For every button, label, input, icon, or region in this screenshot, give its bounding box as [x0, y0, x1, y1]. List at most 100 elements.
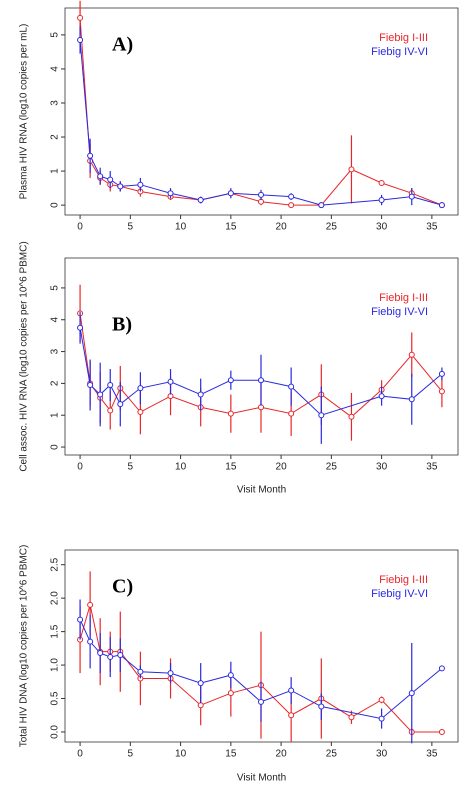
plot-frame — [64, 257, 459, 456]
data-point — [288, 202, 295, 209]
y-tick-label: 2 — [50, 134, 61, 140]
data-point — [77, 616, 84, 623]
y-tick-label: 1 — [50, 412, 61, 418]
data-point — [137, 409, 144, 416]
data-point — [227, 410, 234, 417]
y-axis-label: Total HIV DNA (log10 copies per 10^6 PBM… — [19, 545, 30, 748]
data-point — [288, 712, 295, 719]
data-point — [197, 197, 204, 204]
y-tick-label: 0.0 — [50, 725, 61, 739]
data-point — [167, 670, 174, 677]
data-point — [167, 378, 174, 385]
x-tick-label: 0 — [77, 222, 83, 233]
data-point — [378, 179, 385, 186]
legend-label: Fiebig I-III — [379, 574, 428, 586]
y-tick-label: 5 — [50, 32, 61, 38]
x-tick-label: 25 — [326, 222, 338, 233]
y-tick-label: 2 — [50, 380, 61, 386]
data-point — [137, 181, 144, 188]
data-point — [438, 665, 445, 672]
x-tick-label: 20 — [276, 222, 288, 233]
data-point — [288, 687, 295, 694]
legend-label: Fiebig IV-VI — [371, 588, 428, 600]
series-line — [79, 313, 443, 418]
data-point — [408, 396, 415, 403]
legend-label: Fiebig IV-VI — [371, 306, 428, 318]
data-point — [197, 702, 204, 709]
data-point — [137, 385, 144, 392]
data-point — [87, 152, 94, 159]
data-point — [257, 698, 264, 705]
legend-label: Fiebig IV-VI — [371, 46, 428, 58]
data-point — [318, 703, 325, 710]
data-point — [97, 650, 104, 657]
data-point — [137, 668, 144, 675]
x-tick-label: 30 — [376, 222, 388, 233]
data-point — [408, 193, 415, 200]
x-tick-label: 35 — [426, 749, 438, 760]
x-tick-label: 5 — [128, 462, 134, 473]
x-tick-label: 25 — [326, 749, 338, 760]
data-point — [227, 190, 234, 197]
plot-frame — [64, 7, 459, 216]
panel-label: C) — [112, 576, 133, 598]
x-tick-label: 35 — [426, 222, 438, 233]
y-tick-label: 4 — [50, 317, 61, 323]
data-point — [438, 202, 445, 209]
data-point — [227, 672, 234, 679]
data-point — [227, 377, 234, 384]
y-tick-label: 1.5 — [50, 624, 61, 638]
data-point — [87, 601, 94, 608]
y-tick-label: 1.0 — [50, 658, 61, 672]
x-tick-label: 20 — [276, 749, 288, 760]
x-tick-label: 30 — [376, 749, 388, 760]
y-tick-label: 1 — [50, 168, 61, 174]
panel-label: A) — [112, 34, 133, 56]
legend-label: Fiebig I-III — [379, 292, 428, 304]
series-line — [79, 39, 443, 206]
x-axis-label: Visit Month — [237, 485, 286, 496]
x-tick-label: 10 — [175, 222, 187, 233]
data-point — [77, 14, 84, 21]
data-point — [167, 190, 174, 197]
y-tick-label: 2.5 — [50, 557, 61, 571]
data-point — [107, 654, 114, 661]
data-point — [107, 176, 114, 183]
data-point — [408, 351, 415, 358]
x-tick-label: 0 — [77, 462, 83, 473]
data-point — [107, 381, 114, 388]
data-point — [348, 413, 355, 420]
data-point — [438, 370, 445, 377]
y-tick-label: 5 — [50, 285, 61, 291]
data-point — [77, 324, 84, 331]
x-tick-label: 25 — [326, 462, 338, 473]
data-point — [378, 715, 385, 722]
data-point — [197, 391, 204, 398]
series-line — [79, 604, 442, 733]
data-point — [318, 202, 325, 209]
x-tick-label: 10 — [175, 462, 187, 473]
data-point — [117, 183, 124, 190]
data-point — [318, 412, 325, 419]
x-tick-label: 5 — [128, 222, 134, 233]
x-tick-label: 15 — [225, 222, 237, 233]
y-tick-label: 4 — [50, 66, 61, 72]
data-point — [288, 410, 295, 417]
panel-label: B) — [112, 314, 132, 336]
data-point — [378, 696, 385, 703]
data-point — [97, 173, 104, 180]
legend-label: Fiebig I-III — [379, 32, 428, 44]
data-point — [438, 728, 445, 735]
y-axis-label: Cell assoc. HIV RNA (log10 copies per 10… — [19, 241, 30, 471]
data-point — [378, 197, 385, 204]
data-point — [288, 193, 295, 200]
data-point — [408, 690, 415, 697]
data-point — [257, 377, 264, 384]
data-point — [227, 690, 234, 697]
data-point — [77, 37, 84, 44]
data-point — [288, 383, 295, 390]
y-tick-label: 0.5 — [50, 691, 61, 705]
x-tick-label: 10 — [175, 749, 187, 760]
x-tick-label: 30 — [376, 462, 388, 473]
